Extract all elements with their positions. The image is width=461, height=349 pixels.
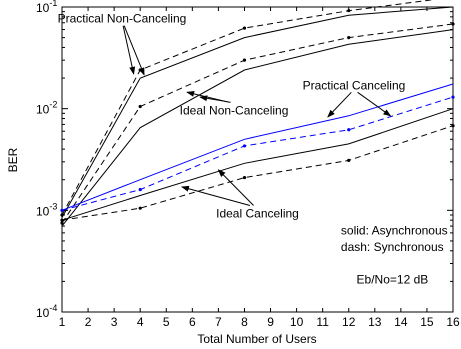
- series-point-3: [60, 221, 64, 225]
- series-point-5: [60, 208, 64, 212]
- plot-frame: [61, 6, 454, 313]
- annotation-arrow: [180, 185, 251, 206]
- y-tick-label: 10-3: [36, 201, 57, 218]
- series-line-1: [61, 29, 454, 227]
- x-tick-label: 12: [342, 315, 356, 329]
- x-tick-label: 8: [241, 315, 248, 329]
- x-tick-label: 14: [394, 315, 408, 329]
- series-line-7: [61, 125, 454, 221]
- x-tick-label: 4: [137, 315, 144, 329]
- annotation-label: Ideal Canceling: [216, 207, 299, 221]
- x-tick-label: 9: [267, 315, 274, 329]
- y-tick-exponent: -1: [49, 0, 57, 8]
- annotations-group: Practical Non-Canceling Ideal Non-Canceli…: [58, 12, 448, 287]
- y-tick-label: 10-1: [36, 0, 57, 15]
- series-point-5: [451, 95, 455, 99]
- y-tick-label: 10-2: [36, 100, 57, 117]
- y-tick-base: 10: [36, 1, 50, 15]
- series-point-5: [242, 144, 247, 148]
- series-group: [60, 0, 455, 227]
- annotation-arrow: [186, 90, 230, 103]
- annotation-arrow: [217, 169, 254, 206]
- annotation-label: Practical Non-Canceling: [58, 12, 187, 26]
- x-tick-label: 3: [111, 315, 118, 329]
- annotation-label: Eb/No=12 dB: [357, 273, 429, 287]
- y-tick-exponent: -3: [49, 201, 57, 211]
- series-point-3: [347, 36, 351, 40]
- series-line-0: [61, 6, 454, 218]
- x-tick-label: 5: [163, 315, 170, 329]
- x-tick-label: 10: [290, 315, 304, 329]
- y-axis-label: BER: [6, 147, 20, 172]
- y-tick-base: 10: [36, 306, 50, 320]
- annotation-arrow: [357, 91, 392, 117]
- y-tick-base: 10: [36, 204, 50, 218]
- series-point-2: [60, 213, 64, 217]
- series-point-3: [242, 58, 247, 62]
- series-point-7: [347, 158, 351, 162]
- x-tick-label: 2: [85, 315, 92, 329]
- series-point-7: [451, 124, 455, 128]
- y-tick-exponent: -4: [49, 303, 57, 313]
- series-line-3: [61, 23, 454, 224]
- annotation-label: solid: Asynchronous: [341, 223, 448, 237]
- annotation-label: dash: Synchronous: [341, 240, 444, 254]
- x-tick-label: 1: [59, 315, 66, 329]
- series-line-6: [61, 108, 454, 221]
- annotation-label: Practical Canceling: [303, 78, 406, 92]
- annotation-arrow: [123, 25, 145, 76]
- series-line-4: [61, 83, 454, 211]
- annotation-arrow: [327, 91, 352, 118]
- x-tick-label: 16: [446, 315, 460, 329]
- y-tick-exponent: -2: [49, 100, 57, 110]
- x-tick-label: 15: [420, 315, 434, 329]
- series-point-5: [347, 128, 351, 132]
- series-point-7: [138, 206, 142, 210]
- series-point-2: [347, 9, 351, 13]
- y-tick-label: 10-4: [36, 303, 57, 320]
- series-point-7: [60, 218, 64, 222]
- y-tick-base: 10: [36, 103, 50, 117]
- series-point-3: [138, 104, 142, 109]
- series-point-5: [138, 187, 142, 192]
- x-tick-label: 7: [215, 315, 222, 329]
- series-point-7: [242, 175, 247, 180]
- x-axis-label: Total Number of Users: [197, 332, 316, 346]
- series-point-3: [451, 22, 455, 26]
- annotation-arrow: [122, 25, 136, 75]
- series-point-2: [242, 26, 247, 30]
- x-tick-label: 11: [316, 315, 329, 329]
- plot-area: [61, 6, 454, 313]
- x-tick-label: 6: [189, 315, 196, 329]
- annotation-label: Ideal Non-Canceling: [180, 103, 289, 117]
- x-tick-label: 13: [368, 315, 382, 329]
